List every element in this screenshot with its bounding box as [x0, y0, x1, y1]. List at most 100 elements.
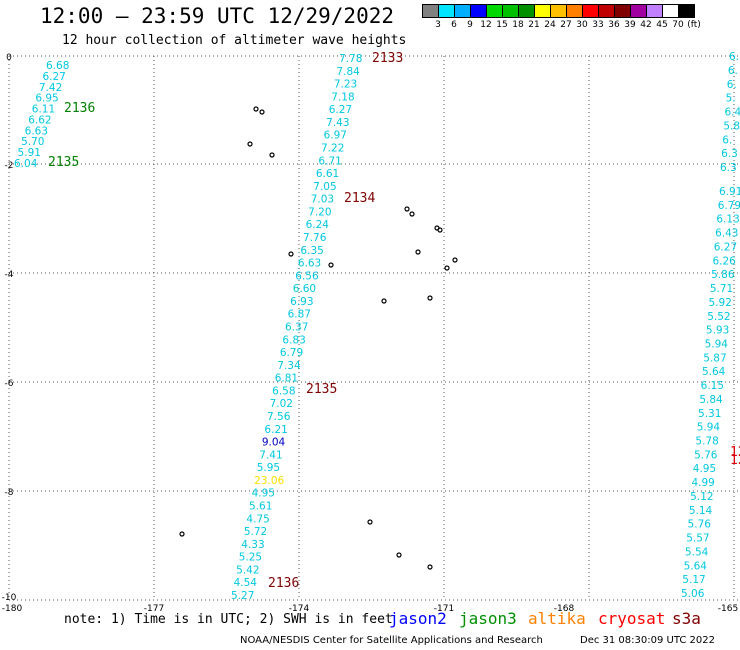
color-legend: 3 6 9 12 15 18 21 24 27 30 33 36 39 42 45 70 (ft) — [422, 4, 701, 32]
legend-label: 6 — [451, 20, 457, 30]
wave-height-value: 6.58 — [272, 385, 295, 397]
pass-time-label: 2133 — [372, 51, 403, 66]
wave-height-value: 6. — [729, 51, 739, 63]
grid-lines — [8, 55, 740, 601]
satellite-name-altika: altika — [528, 609, 586, 628]
legend-label: 70 — [672, 20, 684, 30]
legend-label: 33 — [592, 20, 604, 30]
wave-height-value: 23.06 — [254, 475, 284, 487]
legend-label: (ft) — [687, 20, 701, 30]
wave-height-value: 6.15 — [701, 380, 724, 392]
wave-height-value: 7.43 — [326, 117, 349, 129]
wave-height-value: 6.93 — [290, 296, 313, 308]
wave-height-value: 5.87 — [703, 352, 726, 364]
legend-label: 45 — [656, 20, 668, 30]
wave-height-value: 6.79 — [280, 347, 303, 359]
wave-height-value: 6.97 — [324, 130, 347, 142]
x-tick-label: -180 — [2, 604, 23, 614]
wave-height-value: 5.86 — [711, 269, 735, 281]
wave-height-value: 6.71 — [318, 155, 341, 167]
wave-height-value: 5.57 — [686, 533, 709, 545]
wave-height-value: 5.8 — [723, 120, 740, 132]
wave-height-value: 6.37 — [285, 322, 308, 334]
wave-height-value: 5.72 — [244, 526, 267, 538]
wave-height-value: 5.92 — [709, 297, 732, 309]
legend-label: 27 — [560, 20, 572, 30]
wave-height-value: 7.78 — [339, 53, 362, 65]
wave-height-value: 5.94 — [697, 422, 721, 434]
legend-labels: 3 6 9 12 15 18 21 24 27 30 33 36 39 42 45 70 (ft) — [422, 18, 701, 32]
x-tick-label: -177 — [144, 604, 164, 614]
wave-height-value: 5.06 — [681, 588, 705, 600]
wave-height-value: 4.75 — [246, 513, 269, 525]
legend-label: 3 — [435, 20, 441, 30]
satellite-name-cryosat: cryosat — [598, 609, 666, 628]
wave-height-value: 9.04 — [262, 437, 286, 449]
wave-height-value: 6.61 — [316, 168, 339, 180]
y-tick-label: -6 — [5, 379, 14, 389]
wave-height-value: 5.70 — [21, 136, 44, 148]
wave-height-value: 7.34 — [277, 360, 301, 372]
satellite-name-s3a: s3a — [672, 609, 701, 628]
wave-height-value: 5.64 — [702, 366, 726, 378]
wave-height-value: 6.81 — [275, 373, 298, 385]
wave-height-value: 5.27 — [231, 590, 254, 602]
note-text: note: 1) Time is in UTC; 2) SWH is in fe… — [64, 612, 393, 627]
pass-time-label: 12 — [730, 453, 740, 468]
axis-ticks: -180 -177 -174 -171 -168 -165 0 -2 -4 -6 -8 -10 — [2, 53, 739, 614]
wave-height-value: 4.33 — [241, 539, 264, 551]
x-tick-label: -165 — [718, 604, 738, 614]
wave-height-value: 7.05 — [313, 181, 336, 193]
wave-height-value: 7.56 — [267, 411, 291, 423]
wave-height-value: 6.04 — [14, 158, 38, 170]
wave-height-value: 6.21 — [264, 424, 287, 436]
wave-height-value: 6.24 — [306, 219, 330, 231]
pass-time-label: 12 — [730, 445, 740, 460]
wave-height-value: 5.95 — [257, 462, 280, 474]
wave-height-value: 7.76 — [303, 232, 327, 244]
wave-height-value: 6.91 — [719, 186, 740, 198]
wave-height-value: 6.63 — [298, 258, 321, 270]
y-tick-label: -2 — [5, 161, 14, 171]
wave-height-tracks: 6.686.277.426.956.116.626.635.705.916.04… — [14, 51, 740, 602]
wave-height-value: 5.91 — [18, 147, 41, 159]
wave-height-value: 5.42 — [236, 564, 259, 576]
legend-label: 15 — [496, 20, 508, 30]
island-icon — [396, 552, 402, 558]
legend-swatch — [678, 4, 695, 18]
wave-height-value: 5.12 — [690, 491, 713, 503]
wave-height-value: 4.54 — [234, 577, 258, 589]
wave-height-value: 6.56 — [295, 270, 319, 282]
pass-time-label: 2134 — [344, 191, 375, 206]
wave-height-value: 4.95 — [252, 488, 275, 500]
wave-height-value: 6.62 — [28, 114, 51, 126]
wave-height-value: 6.27 — [42, 71, 65, 83]
y-tick-label: -10 — [2, 593, 17, 603]
wave-height-value: 6.87 — [288, 309, 311, 321]
legend-label: 12 — [480, 20, 492, 30]
wave-height-value: 5.94 — [705, 338, 729, 350]
wave-height-value: 4.99 — [691, 477, 714, 489]
wave-height-value: 5.14 — [689, 505, 713, 517]
wave-height-value: 5.71 — [710, 283, 733, 295]
island-icon — [444, 265, 450, 271]
footer-credit: NOAA/NESDIS Center for Satellite Applica… — [240, 635, 543, 646]
legend-label: 39 — [624, 20, 636, 30]
wave-height-value: 6.63 — [25, 125, 48, 137]
wave-height-value: 5.17 — [682, 574, 705, 586]
wave-height-value: 6.60 — [293, 283, 316, 295]
map-subtitle: 12 hour collection of altimeter wave hei… — [62, 33, 407, 48]
island-outlines — [179, 106, 458, 570]
wave-height-value: 6.4 — [725, 107, 740, 119]
wave-height-value: 6.26 — [712, 255, 736, 267]
island-icon — [367, 519, 373, 525]
legend-label: 24 — [544, 20, 556, 30]
map-title: 12:00 – 23:59 UTC 12/29/2022 — [40, 4, 395, 28]
x-tick-label: -168 — [554, 604, 575, 614]
y-tick-label: -8 — [5, 488, 14, 498]
legend-label: 18 — [512, 20, 524, 30]
legend-label: 30 — [576, 20, 588, 30]
wave-height-value: 7.02 — [270, 398, 293, 410]
wave-height-value: 5.54 — [685, 546, 709, 558]
island-icon — [253, 106, 259, 112]
